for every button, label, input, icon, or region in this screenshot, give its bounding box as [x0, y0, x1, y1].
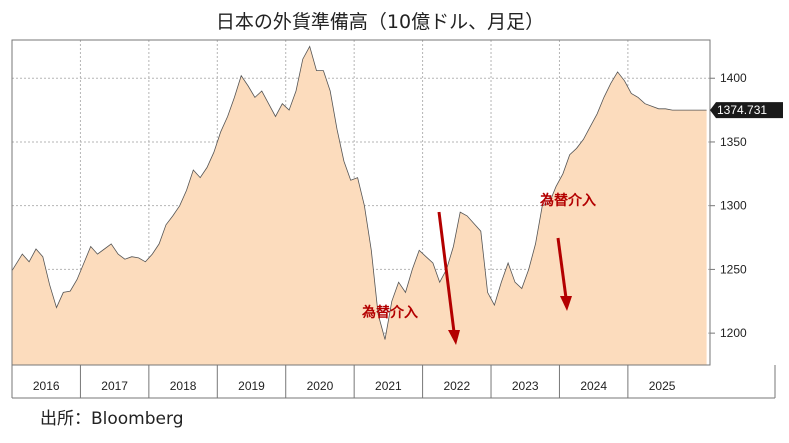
- y-axis-ticks: 1200 1250 1300 1350 1400: [710, 71, 747, 340]
- x-tick-label: 2025: [649, 379, 676, 393]
- x-axis-ticks: 2016 2017 2018 2019 2020 2021 2022 2023 2024 2025: [33, 365, 676, 398]
- line-series: [11, 45, 707, 340]
- intervention-arrowhead-2: [560, 296, 572, 311]
- chart-title: 日本の外貨準備高（10億ドル、月足）: [216, 11, 544, 33]
- x-tick-label: 2019: [238, 379, 265, 393]
- y-tick-label: 1250: [720, 262, 747, 276]
- intervention-label-1: 為替介入: [361, 304, 418, 321]
- intervention-arrow-1: [437, 211, 456, 333]
- intervention-arrowhead-1: [448, 330, 460, 345]
- area-series: [12, 46, 707, 366]
- intervention-2024: 為替介入: [539, 192, 596, 311]
- last-value-marker: 1374.731: [710, 102, 783, 119]
- plot-frame: [11, 39, 711, 366]
- y-tick-label: 1350: [720, 135, 747, 149]
- x-tick-label: 2020: [307, 379, 334, 393]
- source-note: 出所：Bloomberg: [40, 409, 184, 429]
- x-tick-label: 2022: [443, 379, 470, 393]
- x-tick-label: 2024: [580, 379, 607, 393]
- x-tick-label: 2021: [375, 379, 402, 393]
- y-tick-label: 1400: [720, 71, 747, 85]
- x-tick-label: 2016: [33, 379, 60, 393]
- intervention-arrow-2: [556, 237, 568, 299]
- x-tick-label: 2023: [512, 379, 539, 393]
- last-value-box: [710, 102, 783, 119]
- y-tick-label: 1300: [720, 199, 747, 213]
- x-tick-label: 2018: [170, 379, 197, 393]
- intervention-label-2: 為替介入: [539, 192, 596, 209]
- intervention-2022: 為替介入: [361, 211, 460, 345]
- y-tick-label: 1200: [720, 326, 747, 340]
- x-tick-label: 2017: [101, 379, 128, 393]
- last-value-label: 1374.731: [717, 103, 767, 117]
